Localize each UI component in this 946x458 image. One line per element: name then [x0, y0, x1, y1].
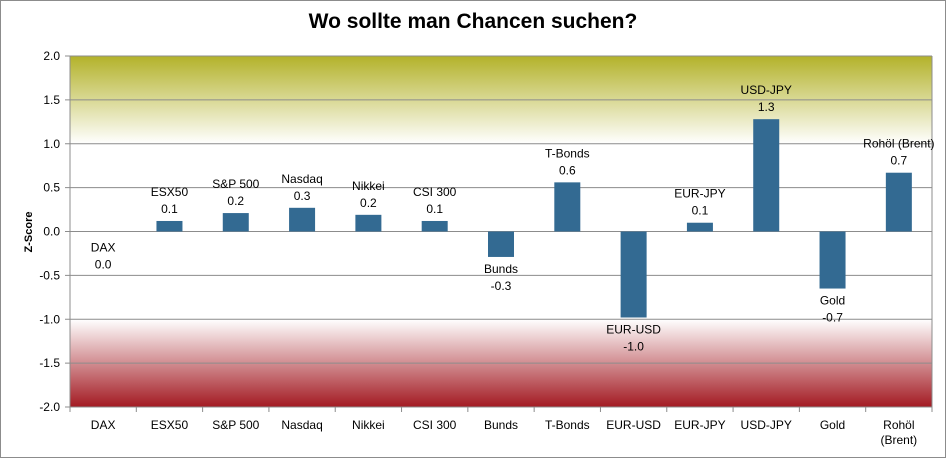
bar [554, 182, 581, 232]
data-label-name: ESX50 [151, 185, 189, 199]
data-label-value: 0.3 [294, 189, 311, 203]
y-tick-label: 0.0 [43, 225, 60, 239]
data-label-name: EUR-USD [606, 322, 661, 336]
data-label-name: S&P 500 [212, 177, 259, 191]
data-label-name: DAX [91, 241, 116, 255]
y-tick-label: 1.5 [43, 93, 60, 107]
y-axis-label: Z-Score [23, 212, 35, 253]
x-tick-label: Gold [820, 418, 845, 432]
x-tick-label: Bunds [484, 418, 518, 432]
data-label-value: 0.2 [227, 194, 244, 208]
data-label-name: Rohöl (Brent) [863, 137, 934, 151]
data-label-value: 0.1 [161, 202, 178, 216]
bar [355, 214, 382, 232]
data-label-name: Gold [820, 294, 845, 308]
y-tick-label: 1.0 [43, 137, 60, 151]
x-tick-label: (Brent) [881, 433, 918, 447]
bar [885, 172, 912, 232]
y-tick-label: -0.5 [39, 268, 60, 282]
y-tick-label: -2.0 [39, 400, 60, 414]
x-tick-label: EUR-USD [606, 418, 661, 432]
data-label-name: Nikkei [352, 179, 385, 193]
x-tick-labels: DAX ESX50 S&P 500 Nasdaq Nikkei CSI 300 Bunds T… [91, 418, 917, 447]
data-label-value: 0.1 [426, 202, 443, 216]
data-labels: DAX 0.0 ESX50 0.1 S&P 500 0.2 Nasdaq 0.3 Nikkei 0… [91, 83, 935, 353]
x-tick-label: DAX [91, 418, 116, 432]
y-tick-label: -1.5 [39, 356, 60, 370]
data-label-value: 0.6 [559, 163, 576, 177]
data-label-value: -0.7 [822, 311, 843, 325]
x-tick-label: CSI 300 [413, 418, 457, 432]
data-label-name: EUR-JPY [674, 187, 725, 201]
data-label-value: 0.7 [891, 154, 908, 168]
x-tick-label: USD-JPY [741, 418, 792, 432]
x-tick-label: ESX50 [151, 418, 189, 432]
bar [488, 231, 514, 257]
data-label-name: Bunds [484, 262, 518, 276]
data-label-value: 0.0 [95, 258, 112, 272]
bars [156, 119, 912, 318]
data-label-value: 1.3 [758, 100, 775, 114]
data-label-name: T-Bonds [545, 146, 590, 160]
x-tick-label: T-Bonds [545, 418, 590, 432]
gridlines [65, 55, 932, 408]
x-tick-label: Rohöl [883, 418, 914, 432]
x-tick-label: S&P 500 [212, 418, 259, 432]
data-label-name: Nasdaq [281, 172, 322, 186]
x-tick-label: Nasdaq [281, 418, 322, 432]
y-tick-labels: 2.0 1.5 1.0 0.5 0.0 -0.5 -1.0 -1.5 -2.0 [39, 49, 60, 414]
x-tick-label: EUR-JPY [674, 418, 725, 432]
data-label-value: -0.3 [491, 279, 512, 293]
y-tick-label: 0.5 [43, 181, 60, 195]
x-tick-label: Nikkei [352, 418, 385, 432]
bar [686, 222, 713, 232]
bar [222, 213, 249, 232]
data-label-value: -1.0 [623, 339, 644, 353]
bar [156, 220, 183, 232]
chart-title: Wo sollte man Chancen suchen? [308, 10, 638, 33]
bar [289, 207, 316, 232]
data-label-value: 0.1 [692, 204, 709, 218]
y-tick-label: 2.0 [43, 49, 60, 63]
bar [421, 220, 448, 232]
axes [69, 56, 933, 412]
y-tick-label: -1.0 [39, 312, 60, 326]
bar [620, 231, 647, 318]
data-label-value: 0.2 [360, 196, 377, 210]
data-label-name: CSI 300 [413, 185, 457, 199]
bar [753, 119, 780, 232]
bar [819, 231, 846, 289]
data-label-name: USD-JPY [741, 83, 792, 97]
